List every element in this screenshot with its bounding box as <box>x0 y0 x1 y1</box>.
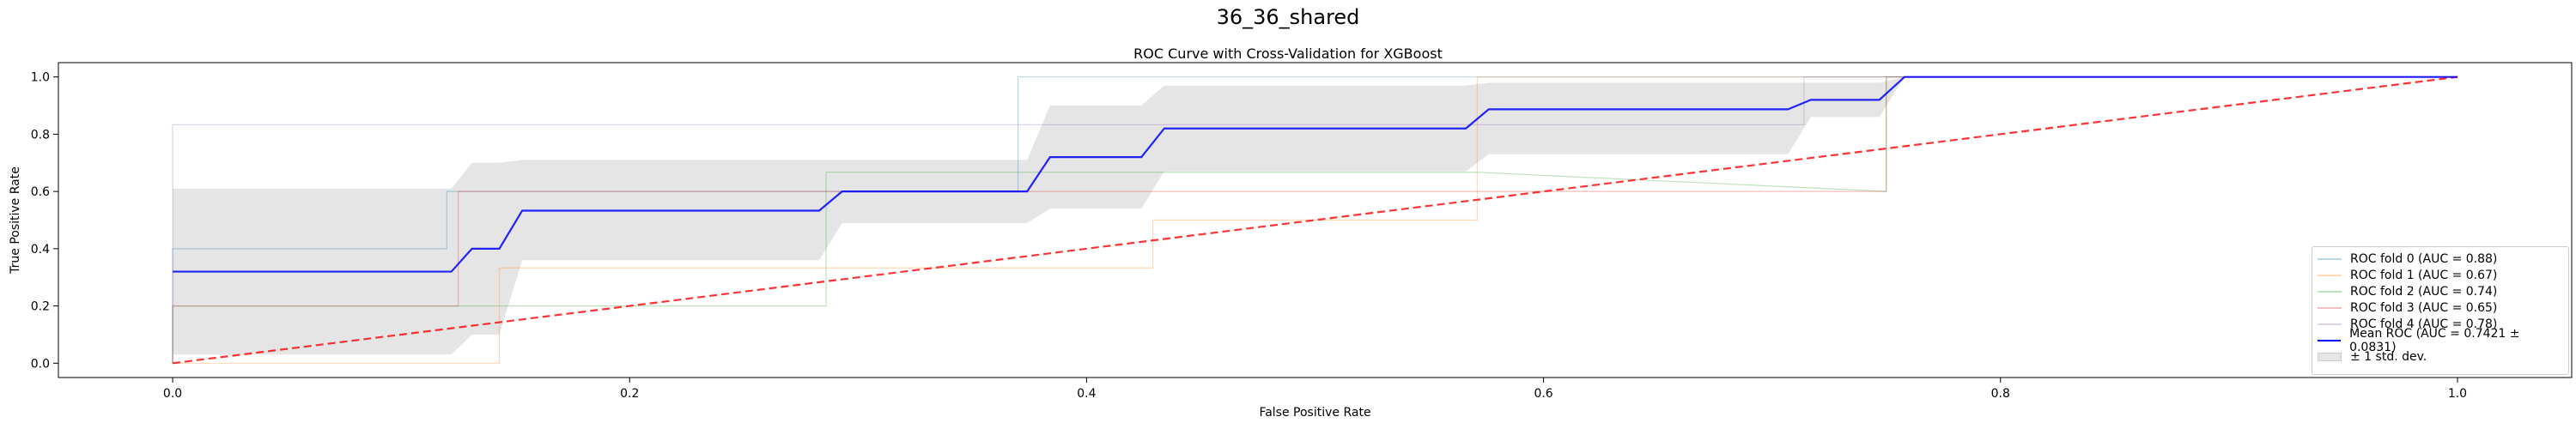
x-axis-label: False Positive Rate <box>1259 406 1370 420</box>
legend-swatch <box>2318 271 2342 280</box>
legend-item: ROC fold 1 (AUC = 0.67) <box>2318 267 2563 283</box>
x-tick-label: 0.8 <box>1991 387 2010 401</box>
x-ticks: 0.0 0.2 0.4 0.6 0.8 1.0 <box>163 378 2467 401</box>
mean-roc-line <box>173 76 2458 273</box>
chart-title: ROC Curve with Cross-Validation for XGBo… <box>1133 45 1443 62</box>
figure-suptitle: 36_36_shared <box>1216 5 1360 29</box>
chance-line <box>172 76 2458 365</box>
std-band-layer <box>173 76 2458 355</box>
roc-fold-2-line <box>172 76 2458 364</box>
fold-lines-layer <box>172 76 2458 364</box>
roc-fold-0-line <box>172 76 2458 364</box>
legend-label: ROC fold 0 (AUC = 0.88) <box>2350 251 2498 266</box>
y-ticks: 0.0 0.2 0.4 0.6 0.8 1.0 <box>31 71 58 371</box>
legend-swatch <box>2318 287 2342 296</box>
roc-fold-3-line <box>172 76 2458 364</box>
mean-line-layer <box>173 76 2458 273</box>
legend-label: ROC fold 3 (AUC = 0.65) <box>2350 300 2498 315</box>
x-tick-label: 0.0 <box>163 387 182 401</box>
legend-item: Mean ROC (AUC = 0.7421 ± 0.0831) <box>2318 327 2563 354</box>
y-tick-label: 0.0 <box>31 357 50 371</box>
legend-item: ROC fold 0 (AUC = 0.88) <box>2318 251 2563 267</box>
y-tick-label: 0.2 <box>31 300 50 314</box>
x-tick-label: 0.6 <box>1534 387 1552 401</box>
y-tick-label: 0.6 <box>31 185 50 199</box>
legend-swatch <box>2318 336 2342 345</box>
legend-swatch <box>2318 304 2342 312</box>
std-band <box>173 76 2458 355</box>
roc-fold-1-line <box>173 76 2458 364</box>
chance-line-layer <box>172 76 2458 365</box>
legend-swatch <box>2318 320 2342 329</box>
axes-frame <box>58 62 2573 378</box>
legend-swatch <box>2318 352 2342 361</box>
legend-item: ± 1 std. dev. <box>2318 348 2563 365</box>
chart-legend: ROC fold 0 (AUC = 0.88) ROC fold 1 (AUC =… <box>2312 246 2569 375</box>
y-axis-label: True Positive Rate <box>9 166 22 275</box>
legend-item: ROC fold 3 (AUC = 0.65) <box>2318 299 2563 316</box>
legend-label: Mean ROC (AUC = 0.7421 ± 0.0831) <box>2349 326 2520 354</box>
y-tick-label: 0.4 <box>31 243 50 257</box>
legend-label: ± 1 std. dev. <box>2350 349 2427 364</box>
y-tick-label: 0.8 <box>31 128 50 142</box>
legend-label: ROC fold 1 (AUC = 0.67) <box>2350 268 2498 282</box>
x-tick-label: 1.0 <box>2448 387 2467 401</box>
x-tick-label: 0.2 <box>620 387 639 401</box>
y-tick-label: 1.0 <box>31 71 50 85</box>
legend-item: ROC fold 2 (AUC = 0.74) <box>2318 283 2563 299</box>
legend-swatch <box>2318 255 2342 263</box>
legend-item: ROC fold 4 (AUC = 0.78) <box>2318 316 2563 332</box>
legend-label: ROC fold 4 (AUC = 0.78) <box>2350 317 2498 331</box>
legend-label: ROC fold 2 (AUC = 0.74) <box>2350 284 2498 299</box>
x-tick-label: 0.4 <box>1077 387 1096 401</box>
